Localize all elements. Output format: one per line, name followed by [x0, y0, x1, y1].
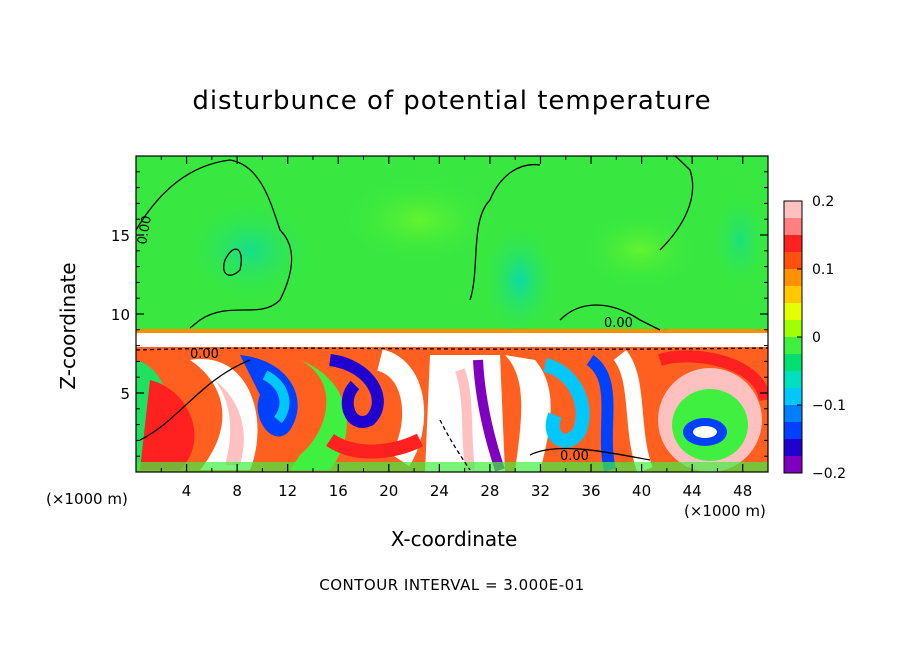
x-axis-label: X-coordinate	[390, 527, 518, 551]
y-tick-label: 5	[120, 385, 130, 403]
y-tick-label: 15	[111, 227, 130, 245]
colorbar: 0.2 0.1 0 −0.1 −0.2	[783, 194, 846, 482]
colorbar-swatch	[784, 286, 802, 304]
x-tick-label: 8	[232, 482, 242, 500]
contour-lines	[136, 156, 768, 471]
x-tick-label: 24	[430, 482, 449, 500]
colorbar-tick-label: −0.1	[812, 398, 846, 414]
x-tick: 4	[182, 156, 192, 500]
x-tick-label: 32	[531, 482, 550, 500]
heatmap-field	[136, 156, 768, 472]
contour-label: 0.00	[135, 215, 155, 246]
x-tick: 28	[480, 156, 499, 500]
x-tick: 44	[683, 156, 702, 500]
contour-label: 0.00	[604, 316, 633, 331]
x-axis: 4 8 12 16 20 24 28 32 36 40 44 48	[160, 156, 752, 500]
colorbar-tick-label: 0.2	[812, 194, 834, 210]
x-tick-label: 40	[632, 482, 651, 500]
x-tick-label: 44	[683, 482, 702, 500]
colorbar-swatch	[784, 269, 802, 287]
y-tick: 10	[111, 306, 768, 324]
contour-labels: 0.00 0.00 0.00 0.00	[135, 215, 633, 464]
colorbar-swatch	[784, 303, 802, 321]
x-tick: 12	[278, 156, 297, 500]
colorbar-swatch	[784, 201, 802, 219]
x-tick-label: 4	[182, 482, 192, 500]
x-unit-label-right: (×1000 m)	[684, 502, 766, 520]
chart-title: disturbunce of potential temperature	[192, 86, 712, 116]
contour-interval: CONTOUR INTERVAL = 3.000E-01	[319, 576, 585, 594]
y-axis: 5 10 15	[111, 171, 768, 457]
x-tick-label: 28	[480, 482, 499, 500]
colorbar-swatch	[784, 405, 802, 423]
x-tick-label: 16	[329, 482, 348, 500]
x-tick: 32	[531, 156, 550, 500]
colorbar-swatch	[784, 218, 802, 236]
colorbar-swatch	[784, 439, 802, 457]
colorbar-swatch	[784, 337, 802, 355]
x-tick: 48	[733, 156, 752, 500]
colorbar-tick-label: 0	[812, 330, 821, 346]
colorbar-swatch	[784, 456, 802, 474]
y-axis-label: Z-coordinate	[56, 262, 80, 390]
colorbar-swatch	[784, 388, 802, 406]
x-tick-label: 20	[379, 482, 398, 500]
x-tick-label: 48	[733, 482, 752, 500]
colorbar-swatch	[784, 371, 802, 389]
x-tick: 36	[581, 156, 601, 500]
y-tick: 15	[111, 227, 768, 245]
x-tick-label: 12	[278, 482, 297, 500]
x-unit-label-left: (×1000 m)	[46, 490, 128, 508]
x-tick: 24	[430, 156, 449, 500]
x-tick-label: 36	[581, 482, 600, 500]
colorbar-swatch	[784, 354, 802, 372]
x-tick: 20	[379, 156, 398, 500]
colorbar-swatch	[784, 422, 802, 440]
x-tick: 40	[632, 156, 651, 500]
colorbar-tick-label: 0.1	[812, 262, 834, 278]
contour-label: 0.00	[190, 347, 219, 362]
colorbar-swatch	[784, 320, 802, 338]
colorbar-swatch	[784, 252, 802, 270]
y-tick: 5	[120, 385, 768, 403]
y-tick-label: 10	[111, 306, 130, 324]
colorbar-swatch	[784, 235, 802, 253]
colorbar-tick-label: −0.2	[812, 466, 846, 482]
contour-label: 0.00	[560, 449, 589, 464]
x-tick: 8	[232, 156, 242, 500]
x-tick: 16	[329, 156, 348, 500]
